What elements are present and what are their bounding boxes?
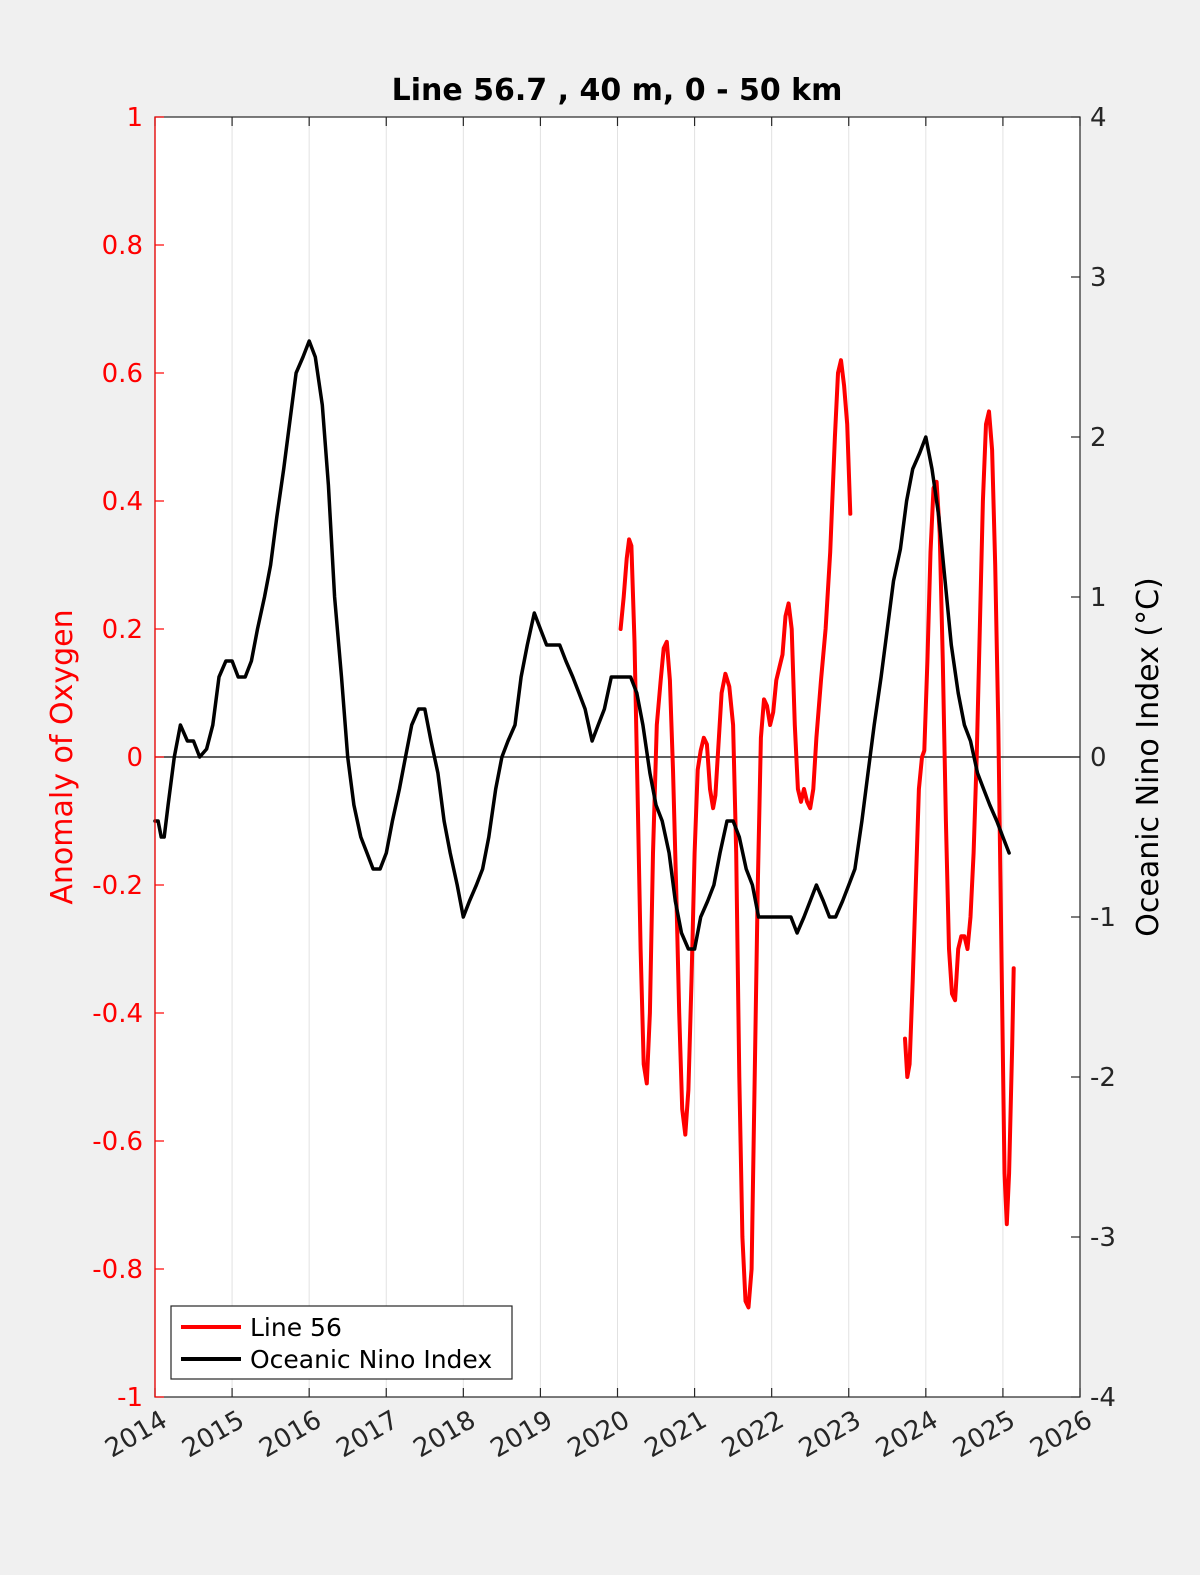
x-tick-label: 2014 (100, 1405, 172, 1464)
y-right-tick-label: -2 (1090, 1063, 1116, 1093)
x-tick-label: 2016 (254, 1405, 326, 1464)
y-left-tick-label: 0 (126, 743, 143, 773)
legend-box (170, 1305, 513, 1380)
y-left-tick-label: -0.4 (92, 999, 143, 1029)
x-tick-label: 2020 (563, 1405, 635, 1464)
y-right-tick-label: -3 (1090, 1223, 1116, 1253)
y-right-tick-label: 2 (1090, 423, 1107, 453)
x-tick-label: 2017 (331, 1405, 403, 1464)
y-right-tick-label: 0 (1090, 743, 1107, 773)
y-left-tick-label: -0.8 (92, 1255, 143, 1285)
y-left-tick-label: -0.2 (92, 871, 143, 901)
x-tick-label: 2022 (717, 1405, 789, 1464)
y-left-tick-label: 0.4 (102, 487, 143, 517)
y-right-tick-label: -4 (1090, 1383, 1116, 1413)
legend: Line 56 Oceanic Nino Index (170, 1305, 513, 1380)
right-axis-title: Oceanic Nino Index (°C) (1131, 577, 1166, 937)
x-tick-label: 2018 (409, 1405, 481, 1464)
y-right-tick-label: 1 (1090, 583, 1107, 613)
series-line56-segment (618, 358, 853, 1310)
y-right-tick-label: 4 (1090, 103, 1107, 133)
x-tick-label: 2025 (948, 1405, 1020, 1464)
y-left-tick-label: 1 (126, 103, 143, 133)
y-left-tick-label: -0.6 (92, 1127, 143, 1157)
left-axis-title: Anomaly of Oxygen (45, 609, 80, 904)
legend-line56-label: Line 56 (250, 1313, 342, 1342)
x-tick-label: 2023 (794, 1405, 866, 1464)
x-tick-label: 2021 (640, 1405, 712, 1464)
y-left-tick-label: 0.6 (102, 359, 143, 389)
x-tick-label: 2026 (1025, 1405, 1097, 1464)
legend-oni-label: Oceanic Nino Index (250, 1345, 492, 1374)
x-tick-label: 2024 (871, 1405, 943, 1464)
y-left-tick-label: 0.8 (102, 231, 143, 261)
y-left-tick-label: 0.2 (102, 615, 143, 645)
y-left-tick-label: -1 (117, 1383, 143, 1413)
chart-title: Line 56.7 , 40 m, 0 - 50 km (392, 73, 843, 108)
x-tick-label: 2015 (177, 1405, 249, 1464)
series-oni-line (153, 339, 1011, 951)
series-line56-segment (903, 409, 1016, 1227)
x-tick-label: 2019 (486, 1405, 558, 1464)
y-right-tick-label: 3 (1090, 263, 1107, 293)
series-layer (153, 339, 1016, 1310)
y-right-tick-label: -1 (1090, 903, 1116, 933)
